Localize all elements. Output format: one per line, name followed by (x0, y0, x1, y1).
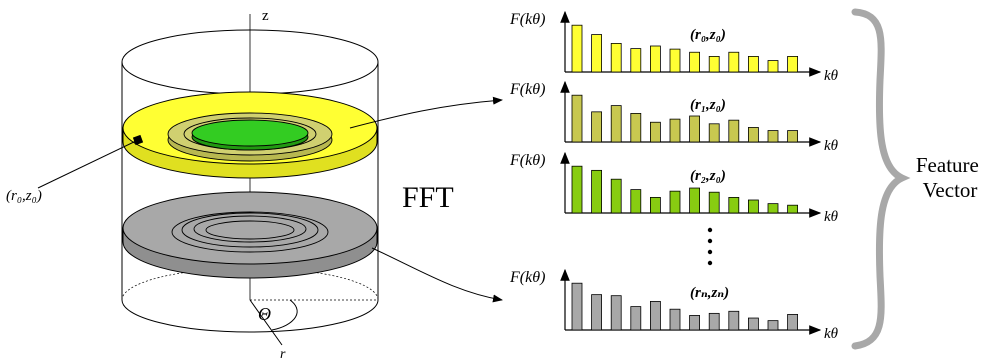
spectrum-bar (708, 123, 720, 143)
spectrum-bar (689, 187, 700, 214)
spectrum-bar (610, 178, 622, 214)
spectrum-bar (669, 48, 681, 73)
spectrum-bar (610, 43, 622, 73)
spectrum-bar (728, 310, 740, 331)
spectrum-bar (708, 312, 720, 331)
r-axis (249, 299, 283, 346)
spectrum-0: F(kθ) kθ (r₀,z₀) (509, 10, 839, 84)
spectrum-bar (591, 169, 602, 214)
arrow-to-last-spectrum (371, 247, 503, 303)
cylinder: z (6, 8, 379, 360)
spectrum-bar (787, 130, 798, 143)
spectrum-series-label: (r₀,z₀) (690, 27, 726, 43)
spectrum-bar (669, 118, 681, 143)
spectrum-bar (650, 300, 661, 331)
spectrum-bar (591, 294, 602, 331)
feature-vector-label: Feature Vector (916, 153, 984, 202)
spectrum-y-label: F(kθ) (509, 11, 545, 28)
spectrum-series-label: (r₂,z₀) (690, 168, 726, 184)
spectrum-bar (748, 317, 759, 331)
spectrum-bar (630, 48, 642, 73)
bottom-slice (122, 191, 378, 279)
spectrum-bar (571, 94, 583, 143)
spectrum-bar (767, 320, 779, 331)
ellipsis-dots (707, 227, 713, 266)
point-label: (r₀,z₀) (6, 188, 42, 204)
spectrum-bar (708, 56, 720, 73)
feature-vector-line-1: Feature (916, 153, 979, 177)
spectrum-y-label: F(kθ) (509, 269, 545, 286)
arrow-to-first-spectrum (349, 96, 503, 129)
spectrum-bar (767, 130, 779, 143)
spectrum-bar (708, 191, 720, 214)
spectrum-bar (650, 121, 661, 143)
spectrum-bar (787, 204, 798, 214)
spectrum-bar (748, 199, 759, 214)
spectrum-series-label: (r₁,z₀) (690, 97, 726, 113)
spectrum-y-label: F(kθ) (509, 152, 545, 169)
spectrum-x-label: kθ (824, 326, 839, 342)
spectrum-bar (689, 115, 700, 143)
spectrum-1: F(kθ) kθ (r₁,z₀) (509, 80, 839, 154)
spectrum-bar (767, 203, 779, 214)
feature-vector-line-2: Vector (923, 178, 978, 202)
spectrum-bar (630, 306, 642, 331)
spectrum-bar (610, 295, 622, 331)
spectrum-series-label: (rₙ,zₙ) (690, 285, 729, 301)
feature-brace (851, 8, 911, 350)
spectrum-bar (787, 56, 798, 73)
spectrum-bar (728, 196, 740, 214)
cylinder-bottom-front (121, 299, 379, 333)
point-leader-line (37, 139, 139, 189)
spectrum-bar (728, 119, 740, 143)
spectrum-x-label: kθ (824, 209, 839, 225)
spectrum-bar (630, 113, 642, 143)
spectrum-bar (767, 60, 779, 73)
spectrum-y-label: F(kθ) (509, 81, 545, 98)
spectrum-x-label: kθ (824, 138, 839, 154)
spectrum-bar (650, 196, 661, 214)
fft-label: FFT (402, 181, 454, 214)
angle-arc (271, 299, 298, 331)
spectrum-bar (571, 165, 583, 214)
spectrum-bar (689, 51, 700, 73)
spectrum-bar (787, 313, 798, 331)
spectrum-bar (748, 56, 759, 73)
spectrum-bar (669, 308, 681, 331)
angle-label: Θ (258, 304, 271, 324)
spectrum-3: F(kθ) kθ (rₙ,zₙ) (509, 268, 839, 342)
top-slice (122, 91, 378, 179)
r-axis-label: r (280, 347, 286, 360)
spectrum-bar (669, 190, 681, 214)
z-axis-label: z (262, 8, 269, 24)
spectrum-bar (689, 315, 700, 331)
spectrum-bar (610, 105, 622, 143)
spectrum-2: F(kθ) kθ (r₂,z₀) (509, 151, 839, 225)
spectrum-x-label: kθ (824, 68, 839, 84)
spectrum-bar (571, 282, 583, 331)
spectra-panel: F(kθ) kθ (r₀,z₀) F(kθ) kθ (r₁,z₀) F(kθ) kθ (r₂,z… (509, 10, 839, 342)
spectrum-bar (591, 111, 602, 143)
spectrum-bar (728, 51, 740, 73)
spectrum-bar (571, 24, 583, 73)
spectrum-bar (591, 34, 602, 73)
spectrum-bar (748, 127, 759, 143)
spectrum-bar (650, 45, 661, 73)
spectrum-bar (630, 189, 642, 214)
